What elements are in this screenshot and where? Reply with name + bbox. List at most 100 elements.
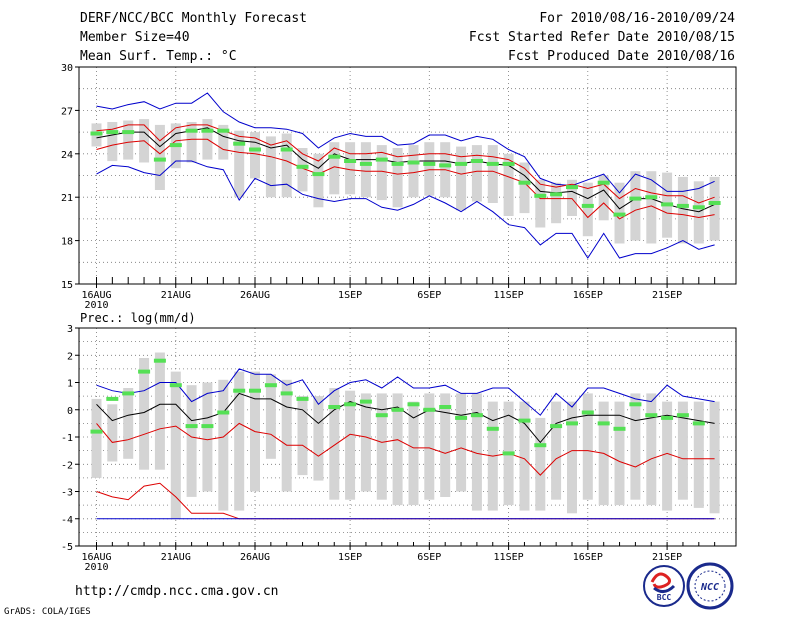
prec-range-box [107,404,118,462]
temp-range-box [677,176,688,244]
temp-lower-line [96,138,715,220]
temp-range-box [250,132,260,179]
temp-range-box [123,120,134,160]
temp-observed-marker [597,180,610,185]
prec-ytick-label: -1 [61,433,73,444]
prec-range-box [281,379,292,492]
prec-range-box [440,393,451,497]
prec-xtick-label: 21AUG [161,552,191,563]
temp-range-box [551,182,562,224]
temp-range-box [329,142,340,195]
temp-observed-marker [423,161,436,166]
prec-range-box [265,374,276,459]
temp-xtick-label: 16AUG [81,290,111,301]
temp-observed-marker [439,163,452,168]
temp-observed-marker [296,164,309,169]
prec-range-box [329,388,340,500]
prec-observed-marker [566,421,578,426]
temp-range-box [186,122,197,163]
temp-observed-marker [566,185,578,190]
temp-range-box [107,122,118,162]
prec-observed-marker [676,413,689,418]
prec-range-box [614,401,625,506]
prec-observed-marker [375,413,388,418]
temp-observed-marker [344,159,357,163]
temp-range-box [693,181,704,244]
prec-range-box [345,390,356,500]
footer-url[interactable]: http://cmdp.ncc.cma.gov.cn [75,584,279,599]
temp-observed-marker [629,196,642,201]
temp-upper-line [96,124,715,204]
footer-credit: GrADS: COLA/IGES [4,607,91,617]
prec-range-box [471,393,482,511]
prec-observed-marker [455,415,468,420]
temp-observed-marker [249,147,261,152]
prec-ytick-label: -2 [61,460,73,471]
prec-observed-marker [328,405,341,409]
prec-observed-marker [439,405,452,409]
temp-observed-marker [106,130,119,135]
prec-range-box [519,401,530,511]
temp-observed-marker [217,128,230,133]
temp-xtick-label: 6SEP [417,290,441,301]
prec-range-box [677,401,688,500]
temp-range-box [408,145,419,198]
prec-ytick-label: -4 [61,515,73,526]
prec-observed-marker [581,410,594,415]
temp-observed-marker [486,161,499,166]
temp-xtick-year: 2010 [84,300,108,311]
temp-observed-marker [122,130,135,135]
ncc-logo-text: NCC [700,582,719,593]
precip-panel-title: Prec.: log(mm/d) [80,311,196,325]
prec-observed-marker [106,396,119,401]
prec-range-box [170,371,181,519]
prec-range-box [154,352,165,470]
prec-observed-marker [185,424,198,429]
temp-range-box [630,171,641,241]
prec-observed-marker [90,429,103,434]
header-start-date: Fcst Started Refer Date 2010/08/15 [469,30,735,45]
prec-range-box [297,396,308,476]
header-produced-date: Fcst Produced Date 2010/08/16 [508,49,735,64]
prec-ytick-label: 0 [67,406,73,417]
temp-observed-marker [391,161,404,166]
temp-range-box [598,175,609,221]
temp-range-box [519,162,530,214]
temp-range-box [313,153,324,208]
temp-observed-marker [708,201,721,205]
header-member-size: Member Size=40 [80,30,190,45]
temp-range-box [345,142,356,195]
prec-observed-marker [280,391,293,396]
prec-ytick-label: -3 [61,488,73,499]
prec-range-box [424,393,435,500]
prec-range-box [408,401,419,506]
temp-xtick-label: 1SEP [338,290,362,301]
temp-observed-marker [169,143,182,148]
prec-observed-marker [470,413,483,418]
prec-xtick-year: 2010 [84,562,108,573]
temp-range-box [535,179,546,228]
temp-xtick-label: 16SEP [573,290,603,301]
temp-observed-marker [455,161,468,166]
prec-range-box [551,401,562,500]
prec-observed-marker [518,418,531,423]
temp-range-box [297,148,308,192]
temp-range-box [567,179,577,216]
temp-observed-marker [645,195,658,200]
temp-range-box [646,171,657,244]
prec-range-box [139,358,150,470]
temp-observed-marker [581,203,594,208]
temp-ytick-label: 30 [61,63,73,74]
prec-observed-marker [138,369,151,374]
prec-mean-line [96,392,715,444]
temp-range-box [456,146,467,211]
temp-observed-marker [534,193,547,198]
prec-observed-marker [217,410,230,415]
prec-range-box [709,401,720,514]
temp-observed-marker [153,157,166,162]
prec-observed-marker [645,413,658,418]
temp-range-box [218,124,229,160]
